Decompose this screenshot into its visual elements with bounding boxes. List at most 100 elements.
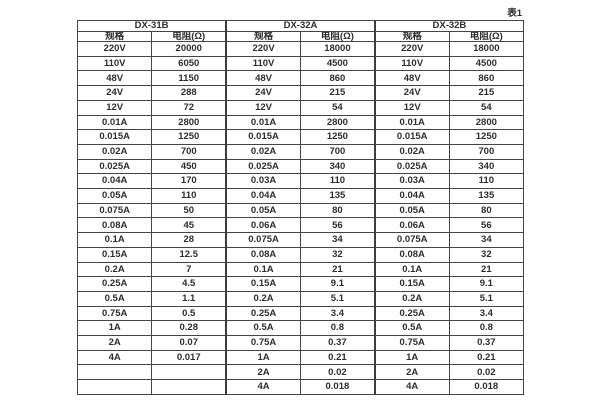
resistance-cell: 0.02 <box>299 364 376 381</box>
table-row: 0.075A 50 0.05A 80 0.05A 80 <box>76 202 525 219</box>
resistance-cell: 0.5 <box>151 305 227 322</box>
resistance-cell: 9.1 <box>299 276 376 292</box>
resistance-cell: 2800 <box>299 114 376 131</box>
resistance-cell: 7 <box>151 261 227 278</box>
resistance-cell: 34 <box>299 232 376 248</box>
resistance-cell: 1250 <box>448 129 525 145</box>
spec-cell: 0.04A <box>373 188 450 204</box>
spec-cell: 0.06A <box>225 217 301 234</box>
resistance-cell: 0.02 <box>448 364 525 381</box>
resistance-cell: 56 <box>299 217 376 234</box>
spec-cell: 0.03A <box>373 173 450 190</box>
resistance-cell: 110 <box>299 173 376 190</box>
spec-cell: 0.06A <box>373 217 450 234</box>
resistance-cell: 56 <box>448 217 525 234</box>
resistance-cell: 0.8 <box>448 320 525 337</box>
resistance-cell: 135 <box>299 188 376 204</box>
spec-cell: 0.25A <box>225 305 301 322</box>
table-row: 0.02A 700 0.02A 700 0.02A 700 <box>76 143 525 160</box>
spec-cell: 4A <box>76 349 153 366</box>
spec-cell: 0.02A <box>76 143 153 160</box>
spec-cell: 0.025A <box>373 158 450 175</box>
resistance-cell: 9.1 <box>448 276 525 292</box>
spec-cell: 0.015A <box>225 129 301 145</box>
resistance-cell: 170 <box>151 173 227 190</box>
spec-cell <box>76 364 153 381</box>
spec-cell: 0.01A <box>76 114 153 131</box>
resistance-cell: 18000 <box>299 41 376 57</box>
spec-cell: 110V <box>225 55 301 72</box>
resistance-cell: 1150 <box>151 70 227 87</box>
table-row: 220V 20000 220V 18000 220V 18000 <box>76 41 525 57</box>
resistance-spec-table: DX-31B DX-32A DX-32B 规格 电阻(Ω) 规格 电阻(Ω) 规… <box>76 20 525 395</box>
spec-cell: 12V <box>225 99 301 116</box>
spec-cell: 48V <box>76 70 153 87</box>
resistance-cell: 5.1 <box>448 290 525 307</box>
spec-cell: 0.05A <box>373 202 450 219</box>
resistance-cell: 340 <box>448 158 525 175</box>
spec-cell: 12V <box>76 99 153 116</box>
table-row: 48V 1150 48V 860 48V 860 <box>76 70 525 87</box>
table-row: 24V 288 24V 215 24V 215 <box>76 85 525 101</box>
resistance-column-header: 电阻(Ω) <box>448 30 525 42</box>
spec-cell: 0.025A <box>225 158 301 175</box>
resistance-cell: 1250 <box>299 129 376 145</box>
spec-cell: 0.015A <box>373 129 450 145</box>
resistance-cell: 1250 <box>151 129 227 145</box>
spec-cell: 0.15A <box>373 276 450 292</box>
spec-cell: 0.015A <box>76 129 153 145</box>
table-row: 4A 0.018 4A 0.018 <box>76 379 525 395</box>
resistance-cell: 54 <box>448 99 525 116</box>
spec-cell: 0.15A <box>76 246 153 263</box>
spec-cell: 0.1A <box>225 261 301 278</box>
group-header-dx31b: DX-31B <box>77 20 227 32</box>
resistance-cell: 700 <box>151 143 227 160</box>
spec-cell: 220V <box>225 41 301 57</box>
resistance-column-header: 电阻(Ω) <box>299 30 376 42</box>
resistance-cell: 50 <box>151 202 227 219</box>
spec-cell: 0.05A <box>76 188 153 204</box>
table-row: 0.2A 7 0.1A 21 0.1A 21 <box>76 261 525 278</box>
table-row: 110V 6050 110V 4500 110V 4500 <box>76 55 525 72</box>
resistance-cell: 12.5 <box>151 246 227 263</box>
spec-cell: 0.1A <box>373 261 450 278</box>
resistance-cell: 700 <box>299 143 376 160</box>
spec-cell: 0.15A <box>225 276 301 292</box>
spec-cell: 0.01A <box>373 114 450 131</box>
resistance-cell: 110 <box>151 188 227 204</box>
spec-cell: 0.5A <box>373 320 450 337</box>
table-row: 0.1A 28 0.075A 34 0.075A 34 <box>76 232 525 248</box>
spec-cell: 0.03A <box>225 173 301 190</box>
resistance-column-header: 电阻(Ω) <box>151 30 227 42</box>
group-header-row: DX-31B DX-32A DX-32B <box>77 20 524 32</box>
spec-cell: 0.75A <box>373 335 450 351</box>
spec-cell: 0.075A <box>225 232 301 248</box>
resistance-cell: 2800 <box>448 114 525 131</box>
table-row: 0.05A 110 0.04A 135 0.04A 135 <box>76 188 525 204</box>
table-row: 0.75A 0.5 0.25A 3.4 0.25A 3.4 <box>76 305 525 322</box>
table-row: 2A 0.02 2A 0.02 <box>76 364 525 381</box>
spec-cell: 0.02A <box>373 143 450 160</box>
resistance-cell: 18000 <box>448 41 525 57</box>
spec-cell: 1A <box>76 320 153 337</box>
table-row: 12V 72 12V 54 12V 54 <box>76 99 525 116</box>
table-row: 0.015A 1250 0.015A 1250 0.015A 1250 <box>76 129 525 145</box>
table-row: 0.25A 4.5 0.15A 9.1 0.15A 9.1 <box>76 276 525 292</box>
table-row: 1A 0.28 0.5A 0.8 0.5A 0.8 <box>76 320 525 337</box>
spec-cell: 2A <box>225 364 301 381</box>
table-row: 2A 0.07 0.75A 0.37 0.75A 0.37 <box>76 335 525 351</box>
resistance-cell: 54 <box>299 99 376 116</box>
spec-cell: 48V <box>373 70 450 87</box>
spec-cell <box>76 379 153 395</box>
resistance-cell <box>151 379 227 395</box>
resistance-cell: 215 <box>448 85 525 101</box>
resistance-cell: 4500 <box>299 55 376 72</box>
spec-cell: 220V <box>373 41 450 57</box>
spec-cell: 24V <box>373 85 450 101</box>
table-row: 4A 0.017 1A 0.21 1A 0.21 <box>76 349 525 366</box>
resistance-cell: 0.37 <box>448 335 525 351</box>
resistance-cell: 110 <box>448 173 525 190</box>
resistance-cell <box>151 364 227 381</box>
spec-column-header: 规格 <box>373 30 450 42</box>
resistance-cell: 0.07 <box>151 335 227 351</box>
